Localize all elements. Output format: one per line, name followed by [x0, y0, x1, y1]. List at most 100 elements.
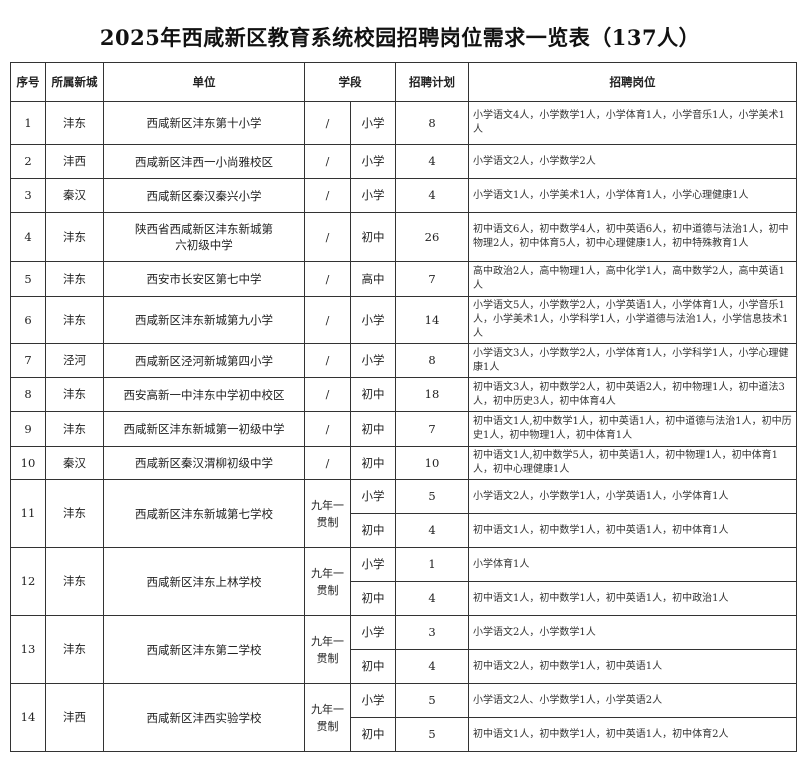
row-number: 5 — [10, 261, 46, 297]
recruit-positions: 小学语文2人、小学数学1人，小学英语2人 — [468, 683, 797, 718]
unit-name: 西咸新区沣东新城第一初级中学 — [103, 411, 305, 447]
row-number: 2 — [10, 144, 46, 179]
school-stage: 初中 — [350, 446, 396, 480]
table-row: 2 沣西 西咸新区沣西一小尚雅校区 / 小学 4 小学语文2人，小学数学2人 — [10, 144, 797, 179]
school-stage: 初中 — [350, 513, 396, 548]
recruit-plan: 5 — [395, 479, 469, 514]
unit-name: 西咸新区沣东上林学校 — [103, 547, 305, 616]
school-type: / — [304, 343, 351, 378]
school-stage: 初中 — [350, 212, 396, 262]
recruit-plan: 1 — [395, 547, 469, 582]
row-number: 4 — [10, 212, 46, 262]
recruit-positions: 初中语文1人，初中数学1人，初中英语1人，初中体育1人 — [468, 513, 797, 548]
recruit-positions: 小学语文2人，小学数学1人 — [468, 615, 797, 650]
school-type: 九年一贯制 — [304, 615, 351, 684]
school-type: / — [304, 101, 351, 145]
new-city: 沣东 — [45, 296, 104, 344]
new-city: 沣东 — [45, 479, 104, 548]
recruit-plan: 4 — [395, 649, 469, 684]
table-row: 12 沣东 西咸新区沣东上林学校 九年一贯制 小学 1 小学体育1人 — [10, 547, 797, 616]
table-row: 9 沣东 西咸新区沣东新城第一初级中学 / 初中 7 初中语文1人,初中数学1人，初中英语1… — [10, 411, 797, 447]
school-type: / — [304, 446, 351, 480]
recruit-plan: 4 — [395, 581, 469, 616]
table-row: 初中 4 初中语文2人，初中数学1人，初中英语1人 — [11, 649, 797, 684]
table-row: 1 沣东 西咸新区沣东第十小学 / 小学 8 小学语文4人，小学数学1人，小学体育1人，小学… — [10, 101, 797, 145]
recruit-plan: 5 — [395, 683, 469, 718]
row-number: 9 — [10, 411, 46, 447]
recruit-positions: 高中政治2人，高中物理1人，高中化学1人，高中数学2人，高中英语1人 — [468, 261, 797, 297]
school-stage: 小学 — [350, 343, 396, 378]
header-positions: 招聘岗位 — [468, 62, 797, 102]
recruit-positions: 小学语文4人，小学数学1人，小学体育1人，小学音乐1人，小学美术1人 — [468, 101, 797, 145]
header-no: 序号 — [10, 62, 46, 102]
new-city: 沣东 — [45, 615, 104, 684]
school-stage: 初中 — [350, 377, 396, 412]
row-number: 7 — [10, 343, 46, 378]
recruit-positions: 小学语文5人，小学数学2人，小学英语1人，小学体育1人，小学音乐1人，小学美术1… — [468, 296, 797, 344]
recruit-plan: 3 — [395, 615, 469, 650]
school-stage: 小学 — [350, 101, 396, 145]
row-number: 11 — [10, 479, 46, 548]
row-number: 3 — [10, 178, 46, 213]
header-plan: 招聘计划 — [395, 62, 469, 102]
recruit-positions: 小学语文1人，小学美术1人，小学体育1人，小学心理健康1人 — [468, 178, 797, 213]
recruit-plan: 8 — [395, 101, 469, 145]
new-city: 秦汉 — [45, 446, 104, 480]
header-city: 所属新城 — [45, 62, 104, 102]
school-stage: 小学 — [350, 296, 396, 344]
recruit-plan: 10 — [395, 446, 469, 480]
school-stage: 小学 — [350, 479, 396, 514]
recruit-positions: 小学语文3人，小学数学2人，小学体育1人，小学科学1人，小学心理健康1人 — [468, 343, 797, 378]
new-city: 沣东 — [45, 411, 104, 447]
recruit-positions: 初中语文1人,初中数学5人，初中英语1人，初中物理1人，初中体育1人，初中心理健… — [468, 446, 797, 480]
table-row: 6 沣东 西咸新区沣东新城第九小学 / 小学 14 小学语文5人，小学数学2人，小学英语1人… — [10, 296, 797, 344]
recruit-positions: 小学语文2人，小学数学1人，小学英语1人，小学体育1人 — [468, 479, 797, 514]
school-stage: 小学 — [350, 683, 396, 718]
new-city: 沣东 — [45, 377, 104, 412]
unit-name: 西咸新区沣西实验学校 — [103, 683, 305, 752]
row-number: 10 — [10, 446, 46, 480]
header-stage: 学段 — [304, 62, 396, 102]
recruit-plan: 8 — [395, 343, 469, 378]
new-city: 沣西 — [45, 144, 104, 179]
school-type: / — [304, 377, 351, 412]
table-row: 初中 4 初中语文1人，初中数学1人，初中英语1人，初中体育1人 — [11, 513, 797, 548]
recruit-plan: 18 — [395, 377, 469, 412]
recruit-positions: 初中语文2人，初中数学1人，初中英语1人 — [468, 649, 797, 684]
new-city: 沣东 — [45, 101, 104, 145]
unit-name: 西安高新一中沣东中学初中校区 — [103, 377, 305, 412]
recruit-plan: 14 — [395, 296, 469, 344]
table-row: 14 沣西 西咸新区沣西实验学校 九年一贯制 小学 5 小学语文2人、小学数学1人，小学英语… — [10, 683, 797, 752]
row-number: 14 — [10, 683, 46, 752]
school-stage: 高中 — [350, 261, 396, 297]
school-type: / — [304, 296, 351, 344]
table-row: 10 秦汉 西咸新区秦汉渭柳初级中学 / 初中 10 初中语文1人,初中数学5人，初中英语1… — [10, 446, 797, 480]
unit-name: 西咸新区沣东第二学校 — [103, 615, 305, 684]
unit-name: 西咸新区沣东新城第九小学 — [103, 296, 305, 344]
row-number: 13 — [10, 615, 46, 684]
recruit-plan: 4 — [395, 178, 469, 213]
new-city: 泾河 — [45, 343, 104, 378]
table-row: 11 沣东 西咸新区沣东新城第七学校 九年一贯制 小学 5 小学语文2人，小学数学1人，小学… — [10, 479, 797, 548]
unit-name: 西咸新区沣东第十小学 — [103, 101, 305, 145]
row-number: 12 — [10, 547, 46, 616]
school-type: 九年一贯制 — [304, 547, 351, 616]
school-type: / — [304, 212, 351, 262]
recruit-positions: 初中语文6人，初中数学4人，初中英语6人，初中道德与法治1人，初中物理2人，初中… — [468, 212, 797, 262]
unit-name: 陕西省西咸新区沣东新城第六初级中学 — [103, 212, 305, 262]
new-city: 沣西 — [45, 683, 104, 752]
table-row: 5 沣东 西安市长安区第七中学 / 高中 7 高中政治2人，高中物理1人，高中化学1人，高中… — [10, 261, 797, 297]
new-city: 沣东 — [45, 261, 104, 297]
table-row: 初中 4 初中语文1人，初中数学1人，初中英语1人，初中政治1人 — [11, 581, 797, 616]
school-stage: 小学 — [350, 547, 396, 582]
table-row: 7 泾河 西咸新区泾河新城第四小学 / 小学 8 小学语文3人，小学数学2人，小学体育1人，… — [10, 343, 797, 378]
recruit-plan: 7 — [395, 261, 469, 297]
school-type: / — [304, 411, 351, 447]
unit-name: 西咸新区泾河新城第四小学 — [103, 343, 305, 378]
school-stage: 初中 — [350, 581, 396, 616]
table-row: 13 沣东 西咸新区沣东第二学校 九年一贯制 小学 3 小学语文2人，小学数学1人 — [10, 615, 797, 684]
unit-name: 西咸新区秦汉渭柳初级中学 — [103, 446, 305, 480]
unit-name: 西咸新区秦汉秦兴小学 — [103, 178, 305, 213]
unit-name: 西咸新区沣西一小尚雅校区 — [103, 144, 305, 179]
school-stage: 初中 — [350, 717, 396, 752]
